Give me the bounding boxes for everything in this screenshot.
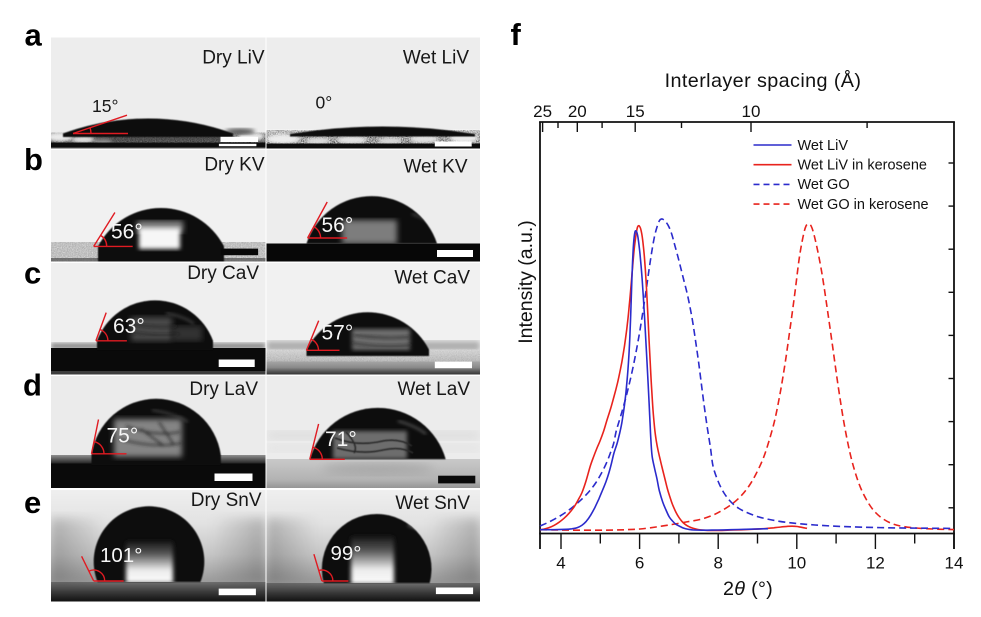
- svg-text:71°: 71°: [325, 428, 357, 451]
- svg-text:75°: 75°: [107, 425, 139, 448]
- svg-text:Dry SnV: Dry SnV: [191, 490, 262, 511]
- svg-text:Wet LiV: Wet LiV: [403, 48, 470, 69]
- svg-text:99°: 99°: [331, 542, 362, 565]
- svg-text:Wet LiV in kerosene: Wet LiV in kerosene: [798, 158, 928, 174]
- svg-text:14: 14: [945, 554, 964, 573]
- svg-text:56°: 56°: [111, 221, 143, 244]
- svg-text:15°: 15°: [92, 96, 118, 116]
- svg-text:Wet KV: Wet KV: [403, 157, 467, 178]
- svg-text:6: 6: [635, 554, 644, 573]
- svg-text:20: 20: [568, 102, 587, 121]
- svg-text:56°: 56°: [322, 214, 354, 237]
- svg-text:2θ (°): 2θ (°): [723, 578, 773, 600]
- svg-text:Wet LiV: Wet LiV: [798, 138, 849, 154]
- svg-text:Dry KV: Dry KV: [204, 155, 265, 176]
- svg-text:0°: 0°: [316, 93, 333, 113]
- svg-text:12: 12: [866, 554, 885, 573]
- svg-text:Wet SnV: Wet SnV: [395, 493, 470, 514]
- svg-text:b: b: [24, 142, 43, 177]
- svg-text:Wet LaV: Wet LaV: [397, 379, 470, 400]
- svg-text:Wet GO: Wet GO: [798, 177, 850, 193]
- svg-text:f: f: [511, 17, 522, 52]
- svg-text:Dry CaV: Dry CaV: [187, 263, 259, 284]
- svg-text:101°: 101°: [100, 544, 142, 567]
- svg-text:c: c: [24, 256, 41, 291]
- svg-text:Wet CaV: Wet CaV: [394, 268, 470, 289]
- svg-text:Dry LaV: Dry LaV: [189, 379, 258, 400]
- svg-text:10: 10: [742, 102, 761, 121]
- svg-text:a: a: [25, 18, 43, 53]
- svg-text:15: 15: [626, 102, 645, 121]
- svg-text:4: 4: [556, 554, 565, 573]
- svg-text:10: 10: [787, 554, 806, 573]
- svg-text:e: e: [24, 485, 41, 520]
- svg-text:8: 8: [713, 554, 722, 573]
- svg-text:Wet GO in kerosene: Wet GO in kerosene: [798, 197, 929, 213]
- svg-text:d: d: [23, 368, 42, 403]
- svg-text:57°: 57°: [322, 322, 354, 345]
- svg-text:Interlayer spacing (Å): Interlayer spacing (Å): [665, 69, 862, 92]
- svg-text:Dry LiV: Dry LiV: [202, 48, 265, 69]
- svg-text:Intensity (a.u.): Intensity (a.u.): [515, 220, 537, 344]
- svg-text:63°: 63°: [113, 315, 145, 338]
- svg-text:25: 25: [533, 102, 552, 121]
